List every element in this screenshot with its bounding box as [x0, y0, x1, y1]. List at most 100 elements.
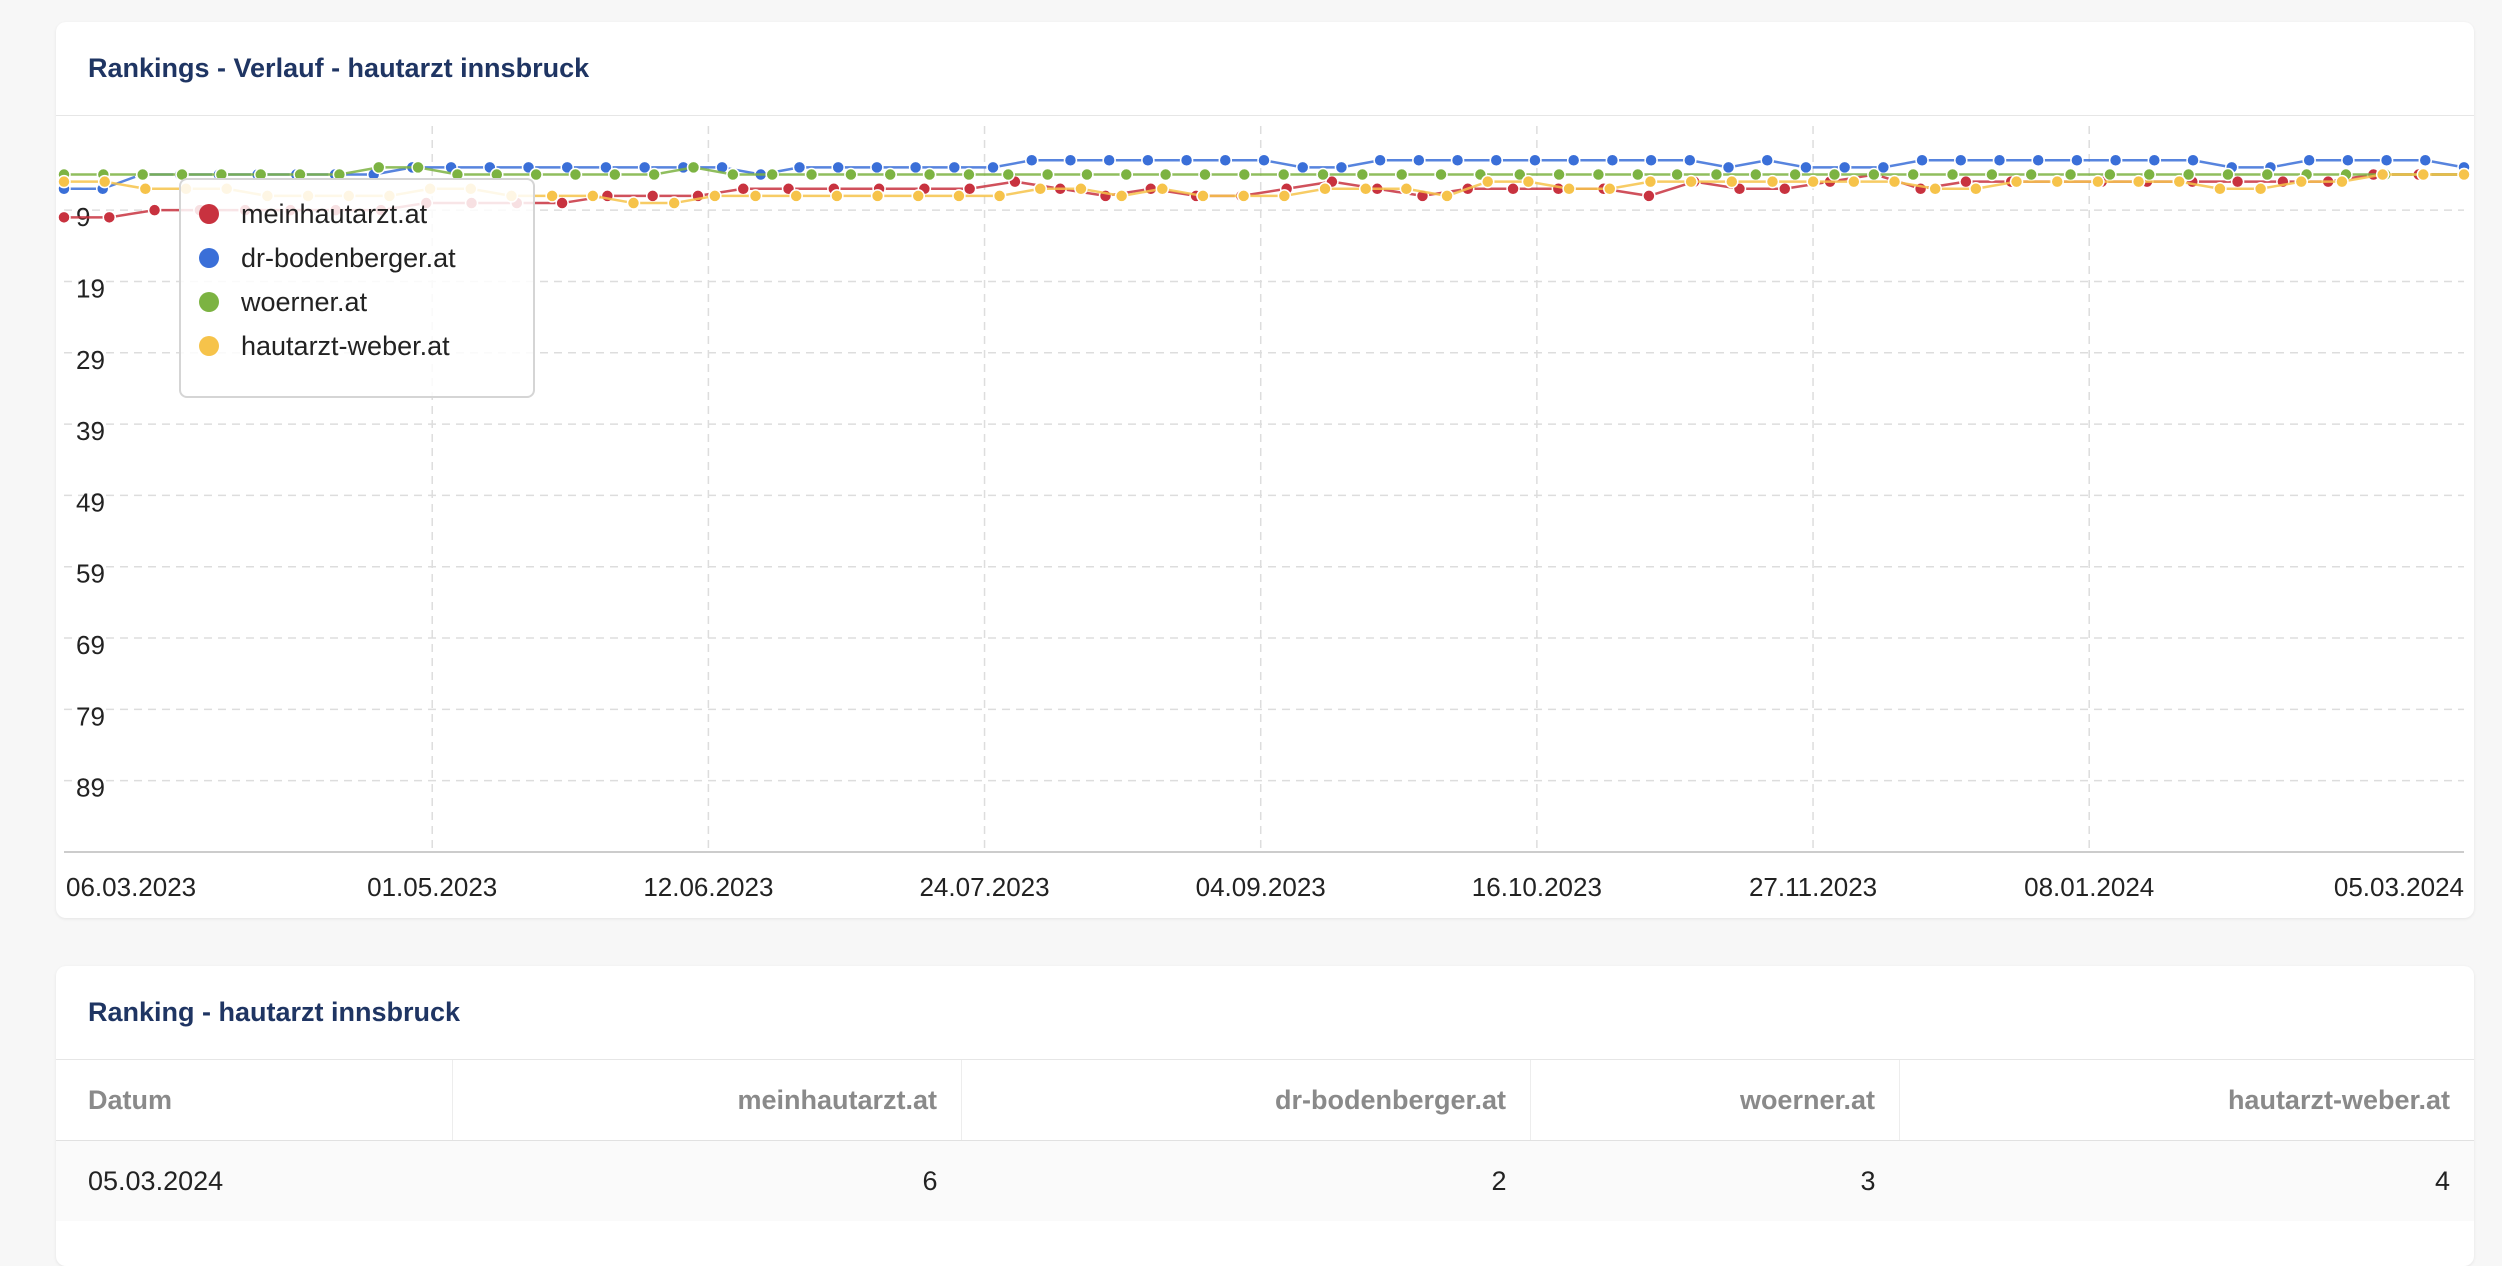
data-point — [1644, 153, 1658, 168]
data-point — [1788, 167, 1802, 182]
cell-meinhautarzt: 6 — [452, 1140, 962, 1221]
data-point — [372, 160, 386, 175]
data-point — [1765, 174, 1780, 189]
data-point — [2103, 167, 2117, 182]
data-point — [97, 174, 112, 189]
data-point — [568, 167, 583, 182]
data-point — [708, 189, 722, 203]
data-point — [57, 210, 71, 225]
data-point — [789, 189, 803, 203]
legend-item-meinhautarzt[interactable]: meinhautarzt.at — [181, 192, 533, 236]
y-tick-label: 79 — [76, 701, 105, 731]
data-point — [1196, 189, 1210, 203]
data-point — [1506, 182, 1520, 196]
data-point — [1440, 189, 1454, 203]
data-point — [1237, 167, 1252, 182]
data-point — [1024, 153, 1039, 168]
data-point — [686, 160, 701, 175]
table-header-row: Datum meinhautarzt.at dr-bodenberger.at … — [56, 1060, 2474, 1141]
data-point — [1954, 153, 1968, 168]
x-tick-label: 16.10.2023 — [1472, 872, 1602, 902]
data-point — [1969, 182, 1983, 196]
data-point — [1155, 182, 1170, 196]
data-point — [870, 160, 884, 175]
column-header-woerner[interactable]: woerner.at — [1530, 1060, 1900, 1141]
data-point — [2294, 174, 2309, 189]
x-tick-label: 01.05.2023 — [367, 872, 497, 902]
legend-label: meinhautarzt.at — [241, 198, 428, 229]
data-point — [1218, 153, 1233, 168]
legend-item-woerner[interactable]: woerner.at — [181, 280, 533, 324]
data-point — [2031, 153, 2045, 168]
data-point — [804, 167, 819, 182]
data-point — [2070, 153, 2084, 168]
legend-dot — [199, 248, 219, 268]
data-point — [2221, 167, 2235, 182]
data-point — [1399, 182, 1414, 196]
data-point — [1040, 167, 1055, 182]
data-point — [844, 167, 858, 182]
legend-item-dr-bodenberger[interactable]: dr-bodenberger.at — [181, 236, 533, 280]
data-point — [529, 167, 543, 182]
data-point — [1985, 167, 1999, 182]
data-point — [1257, 153, 1271, 168]
data-point — [1528, 153, 1542, 168]
data-point — [726, 167, 740, 182]
data-point — [2181, 167, 2196, 182]
data-point — [57, 174, 71, 189]
data-point — [765, 167, 779, 182]
data-point — [1412, 153, 1426, 168]
data-point — [1450, 153, 1465, 168]
data-point — [1434, 167, 1448, 182]
chart-card-header: Rankings - Verlauf - hautarzt innsbruck — [56, 22, 2474, 116]
legend-item-hautarzt-weber[interactable]: hautarzt-weber.at — [181, 324, 533, 368]
data-point — [1001, 167, 1016, 182]
data-point — [1643, 174, 1658, 189]
data-point — [102, 210, 117, 225]
x-tick-label: 12.06.2023 — [643, 872, 773, 902]
data-point — [1521, 174, 1536, 189]
data-point — [870, 189, 885, 203]
data-point — [1778, 182, 1792, 196]
data-point — [1725, 174, 1739, 189]
data-point — [1355, 167, 1370, 182]
data-point — [1074, 182, 1088, 196]
legend-label: hautarzt-weber.at — [241, 330, 450, 361]
data-point — [2341, 153, 2355, 168]
column-header-meinhautarzt[interactable]: meinhautarzt.at — [452, 1060, 962, 1141]
y-tick-label: 19 — [76, 273, 105, 303]
data-point — [2172, 174, 2187, 189]
data-point — [1603, 182, 1617, 196]
data-point — [1847, 174, 1861, 189]
data-point — [986, 160, 1000, 175]
data-point — [1158, 167, 1173, 182]
data-point — [2108, 153, 2123, 168]
data-point — [2063, 167, 2078, 182]
data-point — [962, 167, 976, 182]
data-point — [1684, 174, 1698, 189]
data-point — [1562, 182, 1576, 196]
data-point — [1887, 174, 1902, 189]
data-point — [830, 189, 844, 203]
data-point — [1318, 182, 1332, 196]
data-point — [2416, 167, 2431, 182]
y-tick-label: 59 — [76, 559, 105, 589]
data-point — [922, 167, 937, 182]
x-tick-label: 24.07.2023 — [919, 872, 1049, 902]
data-point — [147, 203, 162, 217]
chart-title: Rankings - Verlauf - hautarzt innsbruck — [88, 53, 590, 83]
data-point — [1915, 153, 1929, 168]
column-header-datum[interactable]: Datum — [56, 1060, 453, 1141]
x-tick-label: 04.09.2023 — [1196, 872, 1326, 902]
data-point — [647, 167, 661, 182]
data-point — [1670, 167, 1684, 182]
data-point — [1906, 167, 1920, 182]
data-point — [992, 189, 1007, 203]
cell-hautarzt-weber: 4 — [1899, 1140, 2474, 1221]
x-tick-label: 06.03.2023 — [66, 872, 196, 902]
column-header-hautarzt-weber[interactable]: hautarzt-weber.at — [1899, 1060, 2474, 1141]
data-point — [1144, 182, 1158, 196]
cell-datum: 05.03.2024 — [56, 1140, 453, 1221]
column-header-dr-bodenberger[interactable]: dr-bodenberger.at — [961, 1060, 1531, 1141]
